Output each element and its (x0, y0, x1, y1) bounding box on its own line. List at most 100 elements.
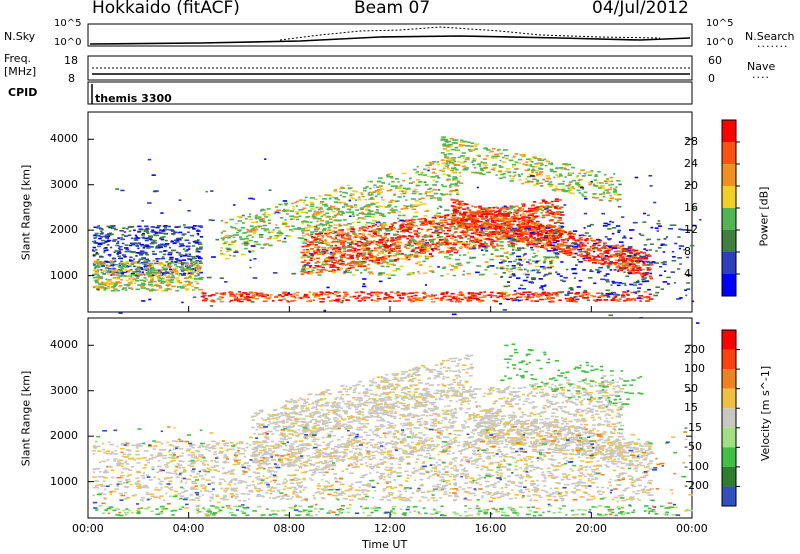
echo-cell (326, 208, 331, 210)
echo-cell (593, 179, 598, 181)
echo-cell (518, 239, 522, 242)
echo-cell (601, 259, 605, 262)
echo-cell (152, 266, 155, 269)
echo-cell (413, 188, 418, 191)
echo-cell (449, 193, 452, 196)
echo-cell (119, 229, 124, 232)
echo-cell (571, 252, 576, 255)
echo-cell (453, 232, 456, 234)
echo-cell (419, 250, 425, 252)
echo-cell (381, 199, 385, 201)
echo-cell (321, 246, 326, 249)
echo-cell (485, 214, 489, 217)
echo-cell (150, 226, 155, 228)
echo-cell (127, 282, 133, 284)
echo-cell (443, 153, 448, 156)
echo-cell (641, 251, 646, 254)
echo-cell (107, 239, 112, 242)
echo-cell (384, 256, 387, 258)
echo-cell (467, 218, 471, 220)
echo-cell (211, 300, 216, 303)
echo-cell (391, 224, 394, 226)
echo-cell (648, 276, 654, 279)
echo-cell (385, 294, 390, 296)
echo-cell (160, 232, 164, 234)
echo-cell (454, 298, 460, 300)
echo-cell (645, 300, 650, 303)
echo-cell (520, 227, 524, 230)
echo-cell (613, 250, 619, 253)
echo-cell (640, 274, 644, 276)
echo-cell (192, 227, 195, 230)
echo-cell (479, 210, 484, 213)
echo-cell (385, 229, 391, 232)
echo-cell (191, 255, 196, 258)
echo-cell (536, 228, 541, 230)
echo-cell (463, 296, 467, 299)
echo-cell (449, 145, 453, 148)
echo-cell (464, 246, 470, 248)
echo-cell (543, 227, 547, 230)
echo-cell (450, 237, 454, 240)
echo-cell (152, 253, 156, 255)
echo-cell (586, 242, 590, 244)
echo-cell (638, 295, 644, 297)
echo-cell (305, 268, 310, 270)
echo-cell (376, 262, 381, 265)
echo-cell (508, 159, 514, 162)
echo-cell (268, 222, 272, 225)
echo-cell (493, 228, 498, 230)
echo-cell (120, 271, 123, 274)
echo-cell (309, 225, 315, 228)
echo-cell (350, 196, 353, 199)
echo-cell (484, 147, 487, 149)
echo-cell (412, 181, 415, 183)
echo-cell (158, 251, 163, 253)
echo-cell (533, 238, 536, 241)
echo-cell (199, 246, 203, 248)
echo-cell (337, 198, 341, 201)
echo-cell (597, 262, 602, 264)
echo-cell (399, 226, 404, 228)
echo-cell (626, 298, 631, 300)
echo-cell (123, 262, 127, 264)
echo-cell (459, 175, 462, 178)
echo-cell (641, 256, 646, 259)
echo-cell (414, 247, 420, 249)
echo-cell (344, 236, 348, 239)
echo-cell (391, 227, 396, 230)
echo-cell (449, 223, 455, 226)
echo-cell (500, 245, 504, 247)
echo-cell (628, 299, 633, 301)
echo-cell (405, 247, 411, 250)
echo-cell (546, 225, 552, 227)
echo-cell (489, 232, 493, 235)
echo-cell (555, 232, 561, 235)
echo-cell (394, 292, 398, 295)
echo-cell (504, 154, 510, 157)
echo-cell (538, 182, 544, 184)
echo-cell (365, 242, 369, 244)
echo-cell (446, 179, 449, 181)
echo-cell (513, 211, 518, 214)
echo-cell (304, 216, 309, 219)
echo-cell (368, 198, 374, 201)
echo-cell (407, 223, 412, 225)
echo-cell (298, 215, 302, 218)
echo-cell (252, 227, 255, 229)
echo-cell (494, 223, 500, 225)
echo-cell (282, 240, 287, 243)
echo-cell (197, 229, 200, 231)
echo-cell (450, 198, 454, 201)
echo-cell (367, 212, 372, 214)
echo-cell (487, 212, 491, 214)
echo-cell (365, 256, 370, 259)
echo-cell (539, 298, 544, 301)
echo-cell (220, 249, 223, 252)
echo-cell (502, 222, 506, 225)
echo-cell (397, 257, 400, 260)
echo-cell (463, 220, 466, 223)
echo-cell (293, 228, 298, 230)
echo-cell (472, 295, 477, 297)
echo-cell (154, 283, 158, 286)
